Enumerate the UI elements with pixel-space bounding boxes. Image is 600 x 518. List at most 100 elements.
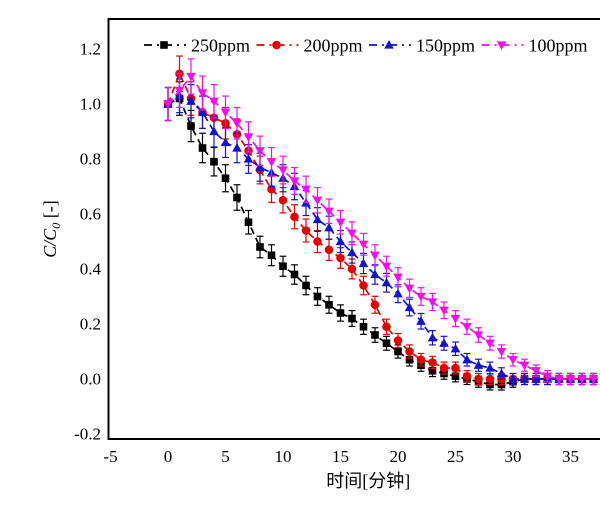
y-tick-label: 0.2 [80,315,101,334]
y-axis-title: C/C0 [-] [40,200,63,258]
data-point-marker [291,271,299,279]
series-200ppm [164,56,598,384]
y-tick-label: 0.4 [80,260,102,279]
y-tick-label: -0.2 [74,425,101,444]
data-point-marker [290,212,299,221]
x-tick-label: 25 [447,447,464,466]
legend-item-100ppm: 100ppm [482,36,588,56]
data-point-marker [302,282,310,290]
data-point-marker [244,133,254,142]
x-tick-label: 15 [332,447,349,466]
data-point-marker [462,323,472,332]
x-tick-label: 30 [505,447,522,466]
data-point-marker [439,307,449,316]
data-point-marker [451,364,460,373]
x-tick-label: 10 [275,447,292,466]
data-point-marker [485,340,495,349]
data-point-marker [497,348,507,357]
data-point-marker [440,364,449,373]
legend-label: 200ppm [304,36,363,56]
data-point-marker [474,375,483,384]
data-point-marker [279,262,287,270]
data-point-marker [359,259,369,268]
data-point-marker [359,281,368,290]
data-point-marker [394,348,402,356]
data-point-marker [256,243,264,251]
data-point-marker [370,252,380,261]
data-point-marker [232,143,242,152]
data-point-marker [360,323,368,331]
series-line [168,74,594,379]
data-point-marker [267,158,277,167]
data-point-marker [272,41,281,50]
data-point-marker [405,285,415,294]
data-point-marker [221,109,231,118]
data-point-marker [279,196,288,205]
data-point-marker [474,331,484,340]
data-point-marker [199,144,207,152]
legend-label: 100ppm [529,36,588,56]
data-point-marker [325,301,333,309]
data-point-marker [439,338,449,347]
data-point-marker [405,347,414,356]
data-point-marker [508,356,518,365]
data-point-marker [160,41,168,49]
data-point-marker [245,218,253,226]
y-axis-tick-labels: -0.2 0.0 0.2 0.4 0.6 0.8 1.0 1.2 [74,40,101,444]
concentration-decay-chart: -0.2 0.0 0.2 0.4 0.6 0.8 1.0 1.2 -5 0 5 10 15 20 25 30 3… [40,16,600,502]
data-point-marker [290,177,300,186]
legend: 250ppm 200ppm 150ppm 100ppm [144,36,588,56]
data-point-marker [313,237,322,246]
data-point-marker [314,293,322,301]
legend-item-250ppm: 250ppm [144,36,250,56]
y-tick-label: 0.0 [80,370,101,389]
data-point-marker [393,274,403,283]
data-point-marker [337,309,345,317]
data-point-marker [416,316,426,325]
data-point-marker [371,300,380,309]
chart-canvas: -0.2 0.0 0.2 0.4 0.6 0.8 1.0 1.2 -5 0 5 10 15 20 25 30 3… [40,16,600,502]
data-point-marker [383,339,391,347]
data-point-marker [497,369,507,378]
data-point-marker [233,194,241,202]
data-point-marker [393,289,403,298]
data-point-marker [348,265,357,274]
data-point-marker [428,298,438,307]
x-tick-label: 5 [221,447,230,466]
data-point-marker [209,127,219,136]
data-point-marker [187,122,195,130]
data-point-marker [222,174,230,182]
y-tick-label: 1.0 [80,95,101,114]
data-point-marker [451,315,461,324]
data-point-marker [463,372,472,381]
x-axis-tick-labels: -50510152025303540 [103,447,600,466]
data-point-marker [210,158,218,166]
legend-label: 150ppm [416,36,475,56]
x-tick-label: 20 [390,447,407,466]
x-axis-title: 时间[分钟] [326,471,410,491]
data-point-marker [348,315,356,323]
data-point-marker [268,251,276,259]
x-tick-label: -5 [103,447,117,466]
legend-item-150ppm: 150ppm [369,36,475,56]
data-point-marker [394,336,403,345]
series-line [168,96,594,379]
x-tick-label: 35 [562,447,579,466]
y-tick-label: 0.8 [80,150,101,169]
data-point-marker [382,322,391,331]
data-point-marker [336,254,345,263]
y-tick-label: 0.6 [80,205,101,224]
series-250ppm [164,82,597,390]
series-line [168,99,594,385]
data-point-marker [198,89,208,98]
data-point-marker [486,375,495,384]
x-tick-label: 0 [164,447,173,466]
data-point-marker [382,278,392,287]
y-tick-label: 1.2 [80,40,101,59]
data-point-marker [428,333,438,342]
legend-label: 250ppm [191,36,250,56]
data-point-marker [336,219,346,228]
data-point-marker [428,358,437,367]
data-point-marker [325,245,334,254]
series-line [168,77,594,380]
